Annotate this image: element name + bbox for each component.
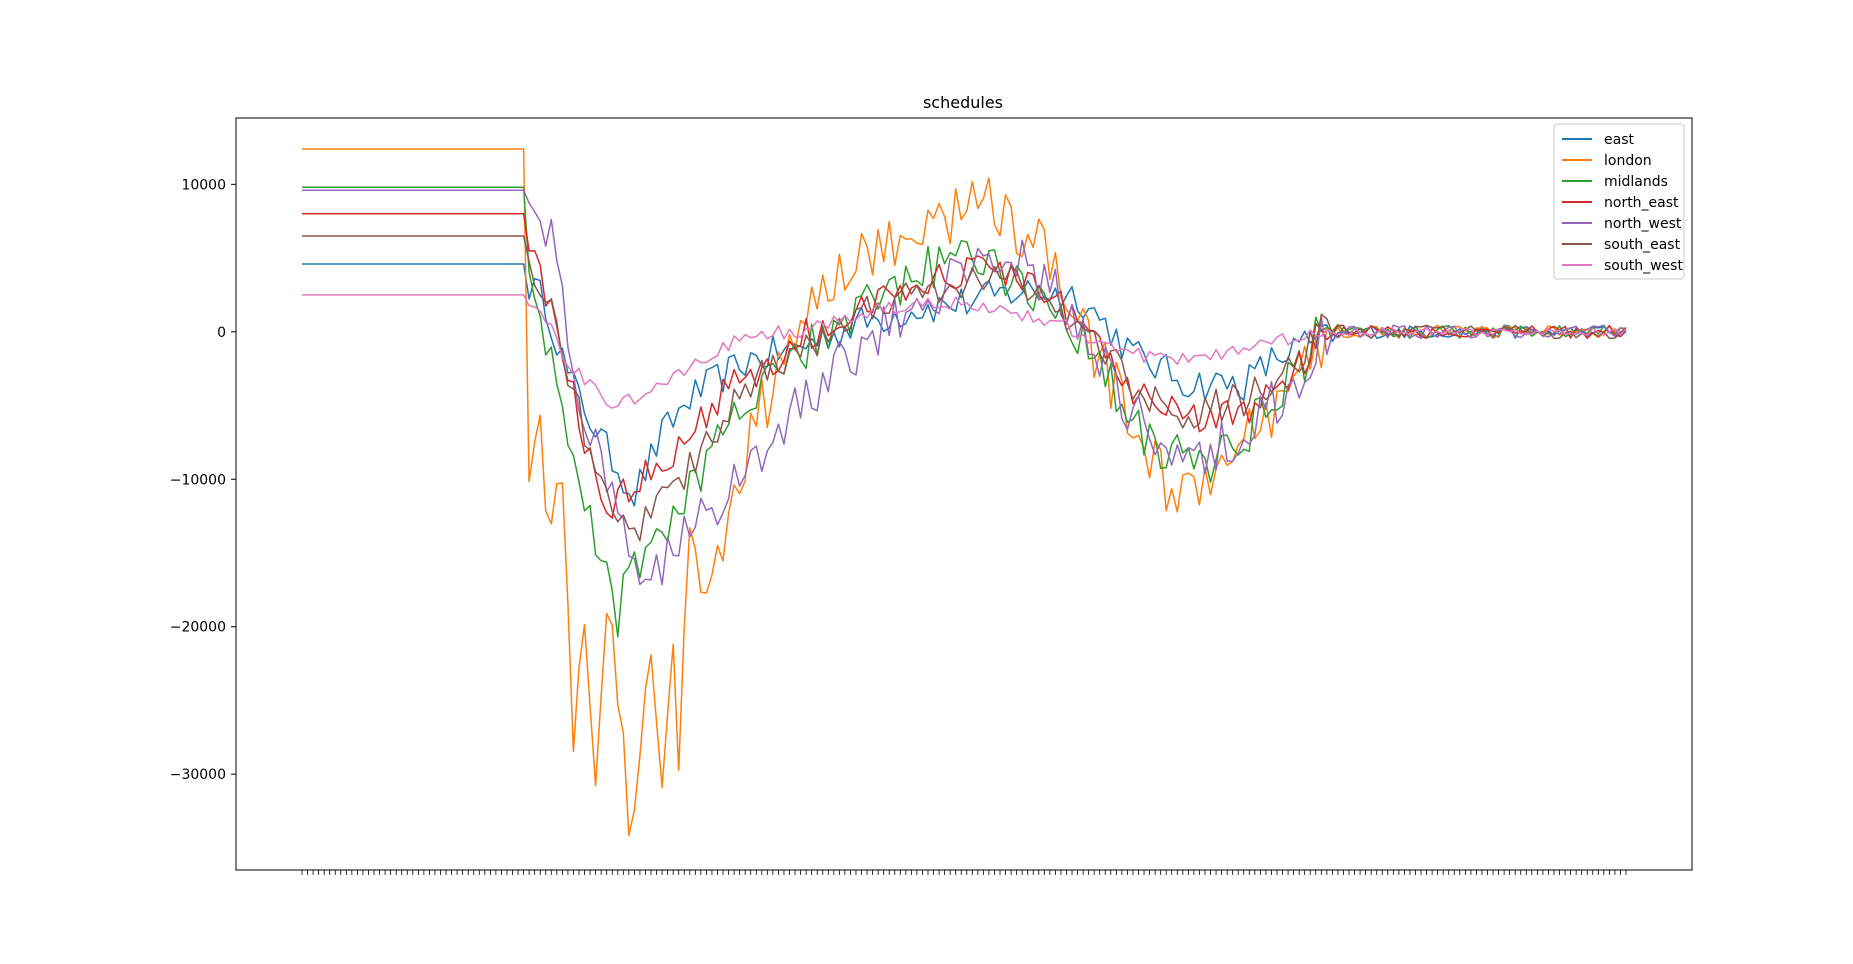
legend-box <box>1553 123 1685 280</box>
legend-label: midlands <box>1604 174 1668 190</box>
legend-label: north_west <box>1604 216 1682 232</box>
legend-label: south_west <box>1604 258 1683 274</box>
chart-title: schedules <box>923 93 1003 112</box>
y-tick-label: 0 <box>217 325 226 341</box>
y-tick-label: 10000 <box>181 177 226 193</box>
series-line-north-west <box>302 189 1627 586</box>
series-layer <box>302 148 1627 837</box>
y-tick-label: −30000 <box>170 767 226 783</box>
series-line-south-west <box>302 294 1627 409</box>
series-line-south-east <box>302 235 1627 542</box>
legend: east london midlands north_east north_westso… <box>1553 123 1685 280</box>
y-axis: 10000 0 −10000 −20000 −30000 <box>170 177 236 783</box>
legend-label: south_east <box>1604 237 1681 253</box>
legend-label: north_east <box>1604 195 1679 211</box>
plot-frame <box>235 117 1693 871</box>
legend-label: east <box>1604 132 1634 148</box>
y-tick-label: −20000 <box>170 620 226 636</box>
y-tick-label: −10000 <box>170 472 226 488</box>
x-axis <box>301 870 1627 875</box>
legend-label: london <box>1604 153 1652 169</box>
